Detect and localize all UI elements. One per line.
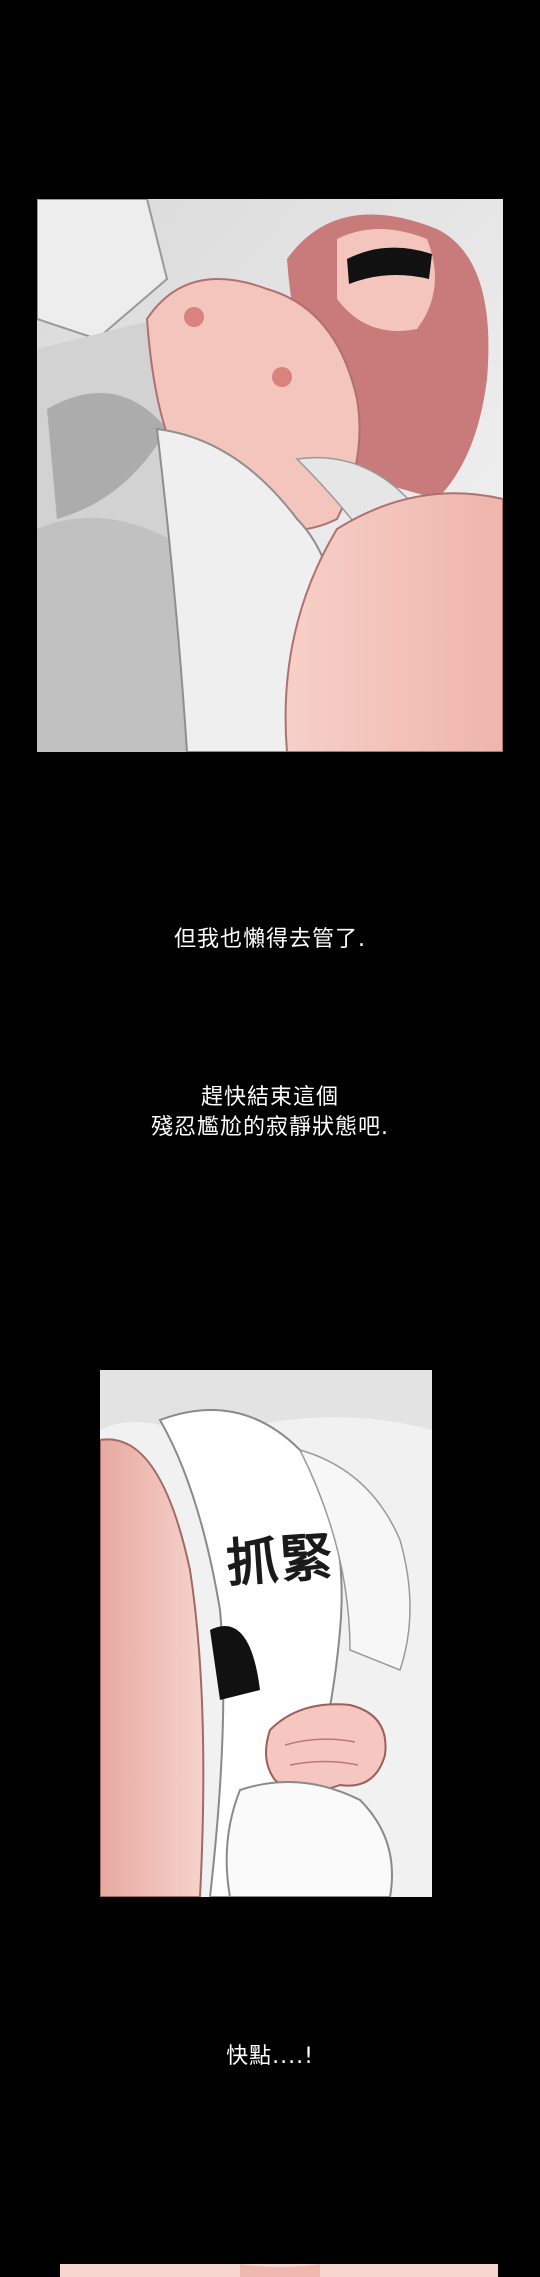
narration-caption-3: 快點....! <box>0 2042 540 2072</box>
panel-1-art <box>37 199 503 752</box>
sound-effect-text: 抓緊 <box>224 1526 337 1595</box>
narration-line: 趕快結束這個 <box>200 1085 339 1110</box>
comic-panel-1 <box>37 199 503 752</box>
narration-line: 快點....! <box>226 2044 314 2069</box>
panel-3-art <box>60 2264 498 2277</box>
narration-caption-2: 趕快結束這個 殘忍尷尬的寂靜狀態吧. <box>0 1083 540 1143</box>
narration-line: 殘忍尷尬的寂靜狀態吧. <box>151 1115 389 1140</box>
narration-caption-1: 但我也懶得去管了. <box>0 925 540 955</box>
comic-panel-3 <box>60 2264 498 2277</box>
comic-panel-2: 抓緊 <box>100 1370 432 1897</box>
panel-2-art <box>100 1370 432 1897</box>
narration-line: 但我也懶得去管了. <box>174 927 366 952</box>
